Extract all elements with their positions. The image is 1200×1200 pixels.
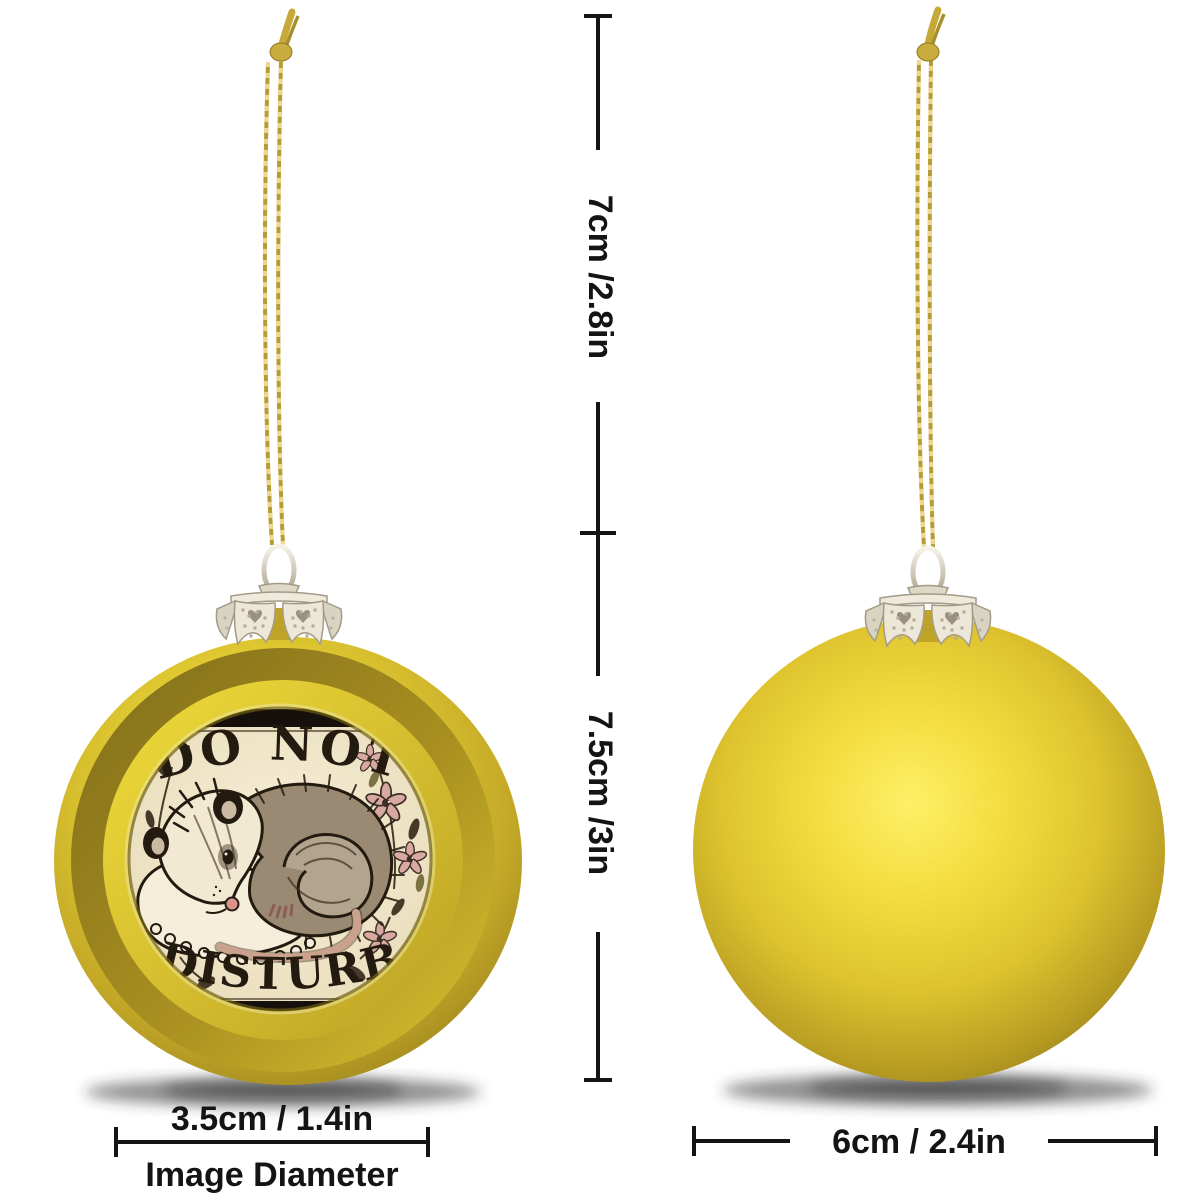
dimension-annotations bbox=[114, 14, 1158, 1157]
fur-inner-strokes bbox=[287, 842, 357, 904]
mouth-line bbox=[205, 908, 227, 914]
string-knot bbox=[916, 42, 940, 62]
ball-diameter-label: 7.5cm /3in bbox=[581, 711, 619, 875]
floral-decoration bbox=[135, 743, 429, 1009]
back-diameter-label: 6cm / 2.4in bbox=[832, 1123, 1006, 1161]
back-ornament bbox=[693, 6, 1165, 1082]
hanging-string bbox=[262, 42, 293, 546]
fur-strokes bbox=[255, 774, 405, 950]
dim-back-width-line bbox=[692, 1126, 1158, 1156]
hanging-string bbox=[915, 42, 940, 549]
print-bottom-band bbox=[128, 1001, 432, 1011]
opossum-tail bbox=[216, 909, 362, 962]
image-diameter-label: 3.5cm / 1.4in bbox=[171, 1100, 373, 1138]
dimension-labels: 7cm /2.8in 7.5cm /3in 3.5cm / 1.4in Imag… bbox=[145, 195, 1006, 1194]
image-diameter-caption: Image Diameter bbox=[145, 1156, 398, 1194]
dim-image-diameter-line bbox=[114, 1127, 430, 1157]
string-length-label: 7cm /2.8in bbox=[581, 195, 619, 359]
crown-fur bbox=[168, 777, 220, 833]
front-ornament: DO NOT DISTURB bbox=[54, 8, 522, 1085]
opossum-eye bbox=[222, 849, 234, 865]
back-ball bbox=[693, 618, 1165, 1082]
print-edge-ring bbox=[127, 706, 433, 1012]
opossum-paw bbox=[268, 903, 294, 919]
ornament-cap bbox=[216, 546, 341, 644]
opossum-illustration bbox=[136, 774, 405, 965]
print-rim-highlight bbox=[124, 703, 436, 1015]
string-knot bbox=[269, 42, 293, 62]
print-artwork: DO NOT DISTURB bbox=[127, 706, 433, 1012]
whisker-dots bbox=[212, 885, 222, 897]
ball-shadows bbox=[85, 1074, 1153, 1107]
opossum-nose bbox=[224, 896, 240, 912]
ornament-cap bbox=[865, 548, 990, 646]
